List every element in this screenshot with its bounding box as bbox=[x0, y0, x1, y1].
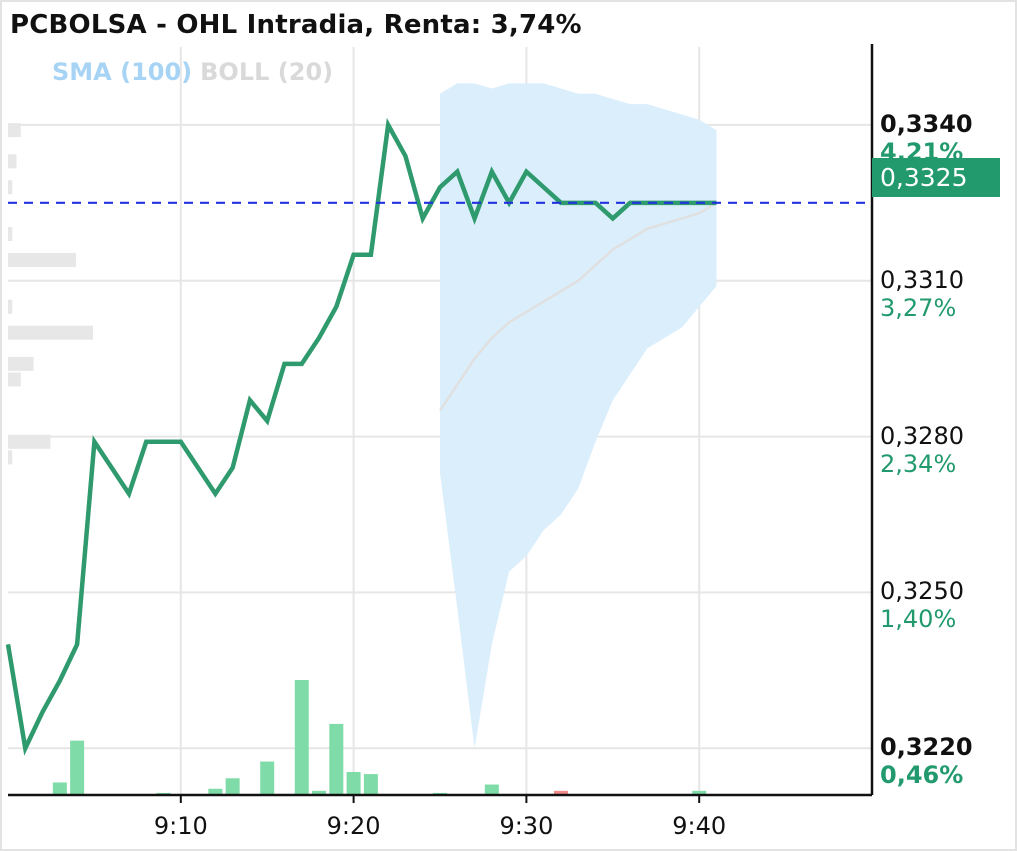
volume-profile-bar bbox=[8, 123, 21, 138]
chart-title: PCBOLSA - OHL Intradia, Renta: 3,74% bbox=[10, 10, 582, 40]
volume-profile-bar bbox=[8, 450, 13, 465]
volume-bar bbox=[260, 761, 275, 795]
volume-profile-bar bbox=[8, 180, 13, 195]
y-axis-label: 0,3250 1,40% bbox=[880, 577, 964, 633]
sma-line bbox=[438, 201, 718, 412]
y-axis-change: 1,40% bbox=[880, 605, 957, 634]
volume-profile-bar bbox=[8, 434, 51, 449]
volume-profile-bar bbox=[8, 299, 13, 314]
x-axis-label: 9:10 bbox=[153, 812, 208, 840]
y-axis-price: 0,3310 bbox=[880, 265, 964, 294]
y-axis-change: 0,46% bbox=[880, 761, 964, 790]
volume-bar bbox=[225, 778, 240, 795]
volume-profile-bar bbox=[8, 252, 76, 267]
x-axis-label: 9:20 bbox=[326, 812, 381, 840]
volume-bar bbox=[52, 782, 67, 795]
y-axis-price: 0,3250 bbox=[880, 577, 964, 606]
volume-profile-bar bbox=[8, 154, 17, 169]
volume-bar bbox=[70, 740, 85, 795]
volume-bar bbox=[553, 790, 568, 795]
y-axis-change: 2,34% bbox=[880, 449, 957, 478]
legend-boll[interactable]: BOLL (20) bbox=[200, 58, 334, 86]
volume-bar bbox=[363, 774, 378, 795]
y-axis-change: 3,27% bbox=[880, 293, 957, 322]
bollinger-band bbox=[440, 83, 717, 749]
volume-bar bbox=[329, 723, 344, 795]
y-axis-price: 0,3340 bbox=[880, 109, 973, 138]
indicator-legend: SMA (100) BOLL (20) bbox=[52, 58, 333, 86]
volume-bar bbox=[294, 680, 309, 795]
volume-profile-bar bbox=[8, 372, 21, 387]
y-axis-label: 0,3310 3,27% bbox=[880, 266, 964, 322]
price-line bbox=[5, 117, 717, 756]
x-axis-label: 9:30 bbox=[499, 812, 554, 840]
x-axis-label: 9:40 bbox=[672, 812, 727, 840]
current-price-tag: 0,3325 bbox=[872, 158, 1000, 197]
y-axis-price: 0,3280 bbox=[880, 421, 964, 450]
volume-bar bbox=[484, 784, 499, 795]
volume-bar bbox=[208, 788, 223, 795]
y-axis-label: 0,3220 0,46% bbox=[880, 733, 973, 789]
volume-bar bbox=[692, 790, 707, 795]
legend-sma[interactable]: SMA (100) bbox=[52, 58, 193, 86]
volume-profile-bar bbox=[8, 325, 93, 340]
volume-profile-bar bbox=[8, 356, 34, 371]
volume-bar bbox=[346, 772, 361, 795]
volume-bar bbox=[312, 790, 327, 795]
volume-profile-bar bbox=[8, 227, 13, 241]
y-axis-change: 4,21% bbox=[880, 137, 964, 166]
y-axis-price: 0,3220 bbox=[880, 733, 973, 762]
y-axis-label: 0,3340 4,21% bbox=[880, 110, 973, 166]
y-axis-label: 0,3280 2,34% bbox=[880, 422, 964, 478]
